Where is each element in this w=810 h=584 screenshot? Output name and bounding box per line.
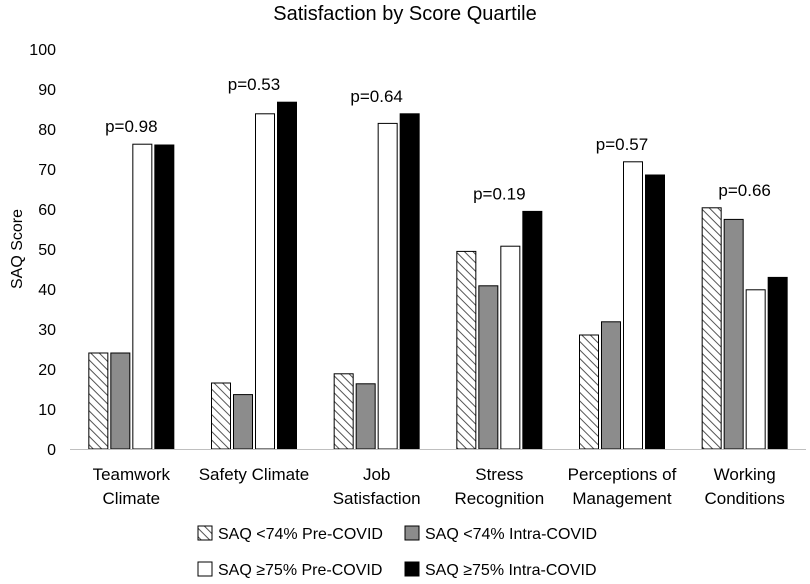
bar [333, 373, 354, 450]
bar [110, 352, 131, 450]
legend: SAQ <74% Pre-COVID SAQ <74% Intra-COVID SA… [197, 525, 597, 579]
bar [456, 250, 477, 450]
y-tick-label: 80 [38, 122, 56, 139]
x-tick-label: Recognition [454, 489, 544, 508]
y-tick-label: 20 [38, 362, 56, 379]
plot-area: 0 10 20 30 40 50 60 70 80 90 100 p=0.98 Teamwork Clim… [29, 42, 806, 508]
x-tick-label: Management [572, 489, 672, 508]
y-axis-label: SAQ Score [9, 209, 26, 289]
bar [355, 383, 376, 450]
legend-swatch [197, 525, 213, 541]
chart-title: Satisfaction by Score Quartile [273, 3, 536, 25]
x-tick-label: Working [714, 465, 776, 484]
x-tick-label: Job [363, 465, 390, 484]
x-tick-label: Teamwork [93, 465, 171, 484]
bar [522, 210, 543, 450]
bar [277, 101, 297, 450]
legend-swatch [404, 561, 420, 577]
x-tick-label: Stress [475, 465, 523, 484]
bar [701, 207, 722, 450]
bar [399, 113, 420, 450]
bar [601, 321, 621, 450]
bar [88, 352, 109, 450]
bar [478, 285, 499, 450]
x-tick-label: Conditions [705, 489, 785, 508]
legend-label: SAQ ≥75% Intra-COVID [425, 562, 597, 579]
bar [233, 394, 253, 450]
p-value-label: p=0.64 [350, 87, 402, 106]
y-tick-label: 90 [38, 82, 56, 99]
legend-label: SAQ <74% Pre-COVID [218, 526, 383, 543]
legend-label: SAQ ≥75% Pre-COVID [218, 562, 382, 579]
y-tick-label: 70 [38, 162, 56, 179]
p-value-label: p=0.66 [718, 181, 770, 200]
p-value-label: p=0.53 [228, 75, 280, 94]
legend-label: SAQ <74% Intra-COVID [425, 526, 597, 543]
legend-swatch [197, 561, 213, 577]
x-tick-label: Perceptions of [568, 465, 677, 484]
bar [132, 143, 153, 450]
y-tick-label: 10 [38, 402, 56, 419]
bar [579, 334, 599, 450]
p-value-label: p=0.19 [473, 184, 525, 203]
bar [377, 122, 398, 450]
bar [645, 174, 665, 450]
bar [255, 113, 275, 450]
bar [211, 382, 231, 450]
bar [767, 276, 788, 450]
y-tick-label: 0 [47, 442, 56, 459]
y-tick-label: 60 [38, 202, 56, 219]
x-tick-label: Safety Climate [199, 465, 310, 484]
bar [154, 144, 175, 450]
x-tick-label: Climate [103, 489, 161, 508]
bar [623, 161, 643, 450]
p-value-label: p=0.57 [596, 135, 648, 154]
legend-swatch [404, 525, 420, 541]
bar [723, 218, 744, 450]
y-tick-label: 50 [38, 242, 56, 259]
x-tick-label: Satisfaction [333, 489, 421, 508]
bar [745, 289, 766, 450]
y-tick-label: 40 [38, 282, 56, 299]
y-tick-label: 100 [29, 42, 56, 59]
p-value-label: p=0.98 [105, 117, 157, 136]
bar [500, 245, 521, 450]
y-tick-label: 30 [38, 322, 56, 339]
